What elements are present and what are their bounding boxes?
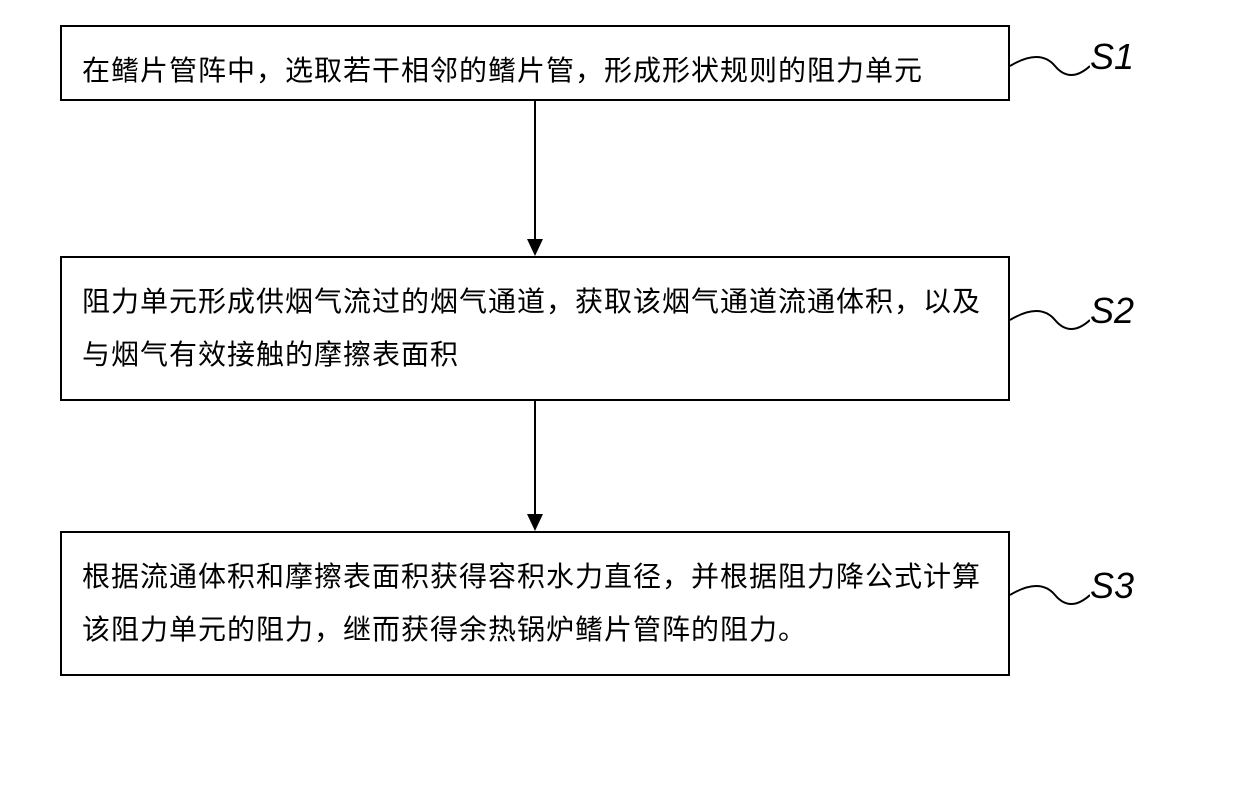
arrow-down-icon [520, 401, 550, 531]
step-label-s1: S1 [1090, 36, 1134, 78]
flow-step-s1-text: 在鳍片管阵中，选取若干相邻的鳍片管，形成形状规则的阻力单元 [82, 56, 923, 87]
arrow-s2-s3 [60, 401, 1010, 531]
connector-s3 [1010, 575, 1090, 615]
connector-s1 [1010, 46, 1090, 86]
connector-s2 [1010, 300, 1090, 340]
step-label-s2: S2 [1090, 290, 1134, 332]
connector-curve-icon [1010, 575, 1090, 615]
flow-step-s3-text: 根据流通体积和摩擦表面积获得容积水力直径，并根据阻力降公式计算该阻力单元的阻力，… [82, 562, 981, 646]
flow-step-s3: 根据流通体积和摩擦表面积获得容积水力直径，并根据阻力降公式计算该阻力单元的阻力，… [60, 531, 1010, 676]
flow-step-s2-text: 阻力单元形成供烟气流过的烟气通道，获取该烟气通道流通体积，以及与烟气有效接触的摩… [82, 287, 981, 371]
arrow-s1-s2 [60, 101, 1010, 256]
connector-curve-icon [1010, 300, 1090, 340]
arrow-down-icon [520, 101, 550, 256]
step-label-s3: S3 [1090, 565, 1134, 607]
flow-step-s1: 在鳍片管阵中，选取若干相邻的鳍片管，形成形状规则的阻力单元 [60, 25, 1010, 101]
flow-step-s2: 阻力单元形成供烟气流过的烟气通道，获取该烟气通道流通体积，以及与烟气有效接触的摩… [60, 256, 1010, 401]
connector-curve-icon [1010, 46, 1090, 86]
